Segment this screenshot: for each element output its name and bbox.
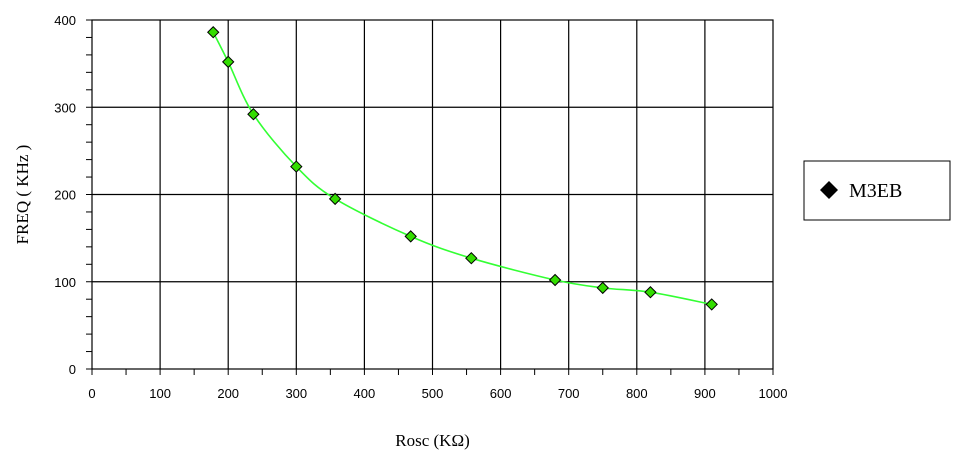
x-tick-label: 900 <box>694 386 716 401</box>
legend: M3EB <box>803 160 951 221</box>
y-tick-label: 200 <box>54 188 76 203</box>
data-point-marker <box>644 286 657 299</box>
legend-marker-diamond <box>820 181 838 199</box>
x-tick-label: 700 <box>558 386 580 401</box>
x-tick-label: 800 <box>626 386 648 401</box>
data-point-marker <box>705 298 718 311</box>
x-tick-label: 400 <box>354 386 376 401</box>
y-axis-tick-labels: 0 100 200 300 400 <box>54 13 76 377</box>
legend-label-m3eb: M3EB <box>849 180 902 202</box>
data-point-marker <box>207 26 220 39</box>
y-tick-label: 400 <box>54 13 76 28</box>
data-point-marker <box>596 281 609 295</box>
x-tick-label: 600 <box>490 386 512 401</box>
x-tick-label: 300 <box>285 386 307 401</box>
data-point-marker <box>221 55 235 69</box>
y-tick-label: 100 <box>54 275 76 290</box>
data-point-marker <box>247 108 260 121</box>
data-point-marker <box>548 273 562 287</box>
x-tick-label: 500 <box>422 386 444 401</box>
x-axis-tick-labels: 0 100 200 300 400 500 600 700 800 900 1000 <box>88 386 787 401</box>
x-tick-label: 200 <box>217 386 239 401</box>
y-tick-label: 300 <box>54 100 76 115</box>
x-axis-title: Rosc (KΩ) <box>395 431 469 450</box>
grid <box>92 20 773 369</box>
series-markers-m3eb <box>207 26 718 311</box>
minor-ticks <box>86 19 774 375</box>
data-point-marker <box>404 230 417 243</box>
x-tick-label: 1000 <box>759 386 788 401</box>
data-point-marker <box>328 192 342 206</box>
data-point-marker <box>290 160 303 173</box>
x-tick-label: 100 <box>149 386 171 401</box>
data-point-marker <box>465 251 478 265</box>
y-axis-title: FREQ ( KHz ) <box>13 145 32 245</box>
y-tick-label: 0 <box>69 362 76 377</box>
x-tick-label: 0 <box>88 386 95 401</box>
